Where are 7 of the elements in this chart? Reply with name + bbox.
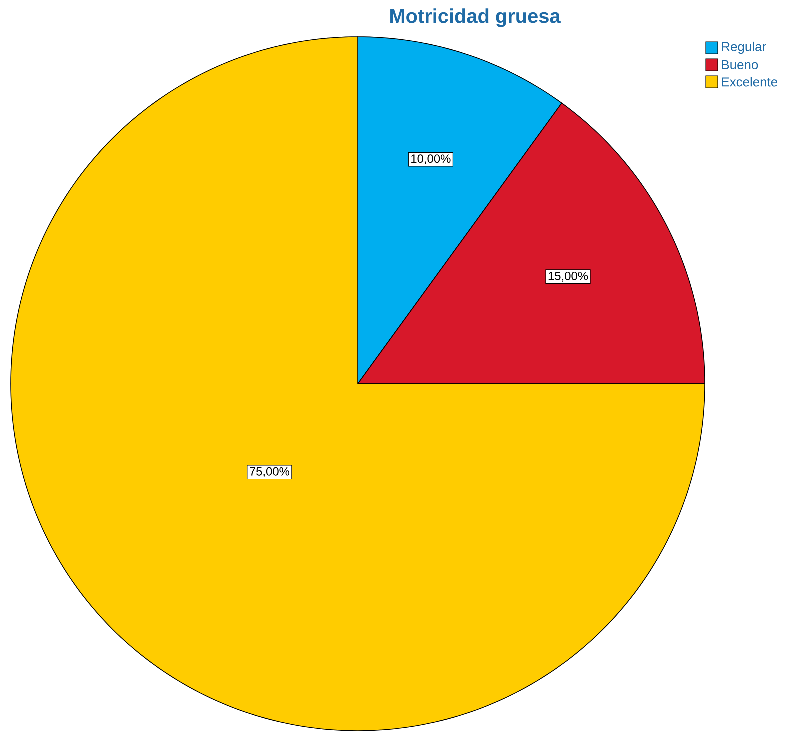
legend-label: Bueno (722, 60, 758, 70)
legend-label: Regular (722, 42, 766, 54)
legend-label: Excelente (722, 77, 778, 87)
data-label: 75,00% (250, 467, 290, 478)
data-label: 10,00% (412, 154, 451, 165)
data-label: 15,00% (548, 272, 588, 282)
chart-title: Motricidad gruesa (390, 8, 561, 28)
